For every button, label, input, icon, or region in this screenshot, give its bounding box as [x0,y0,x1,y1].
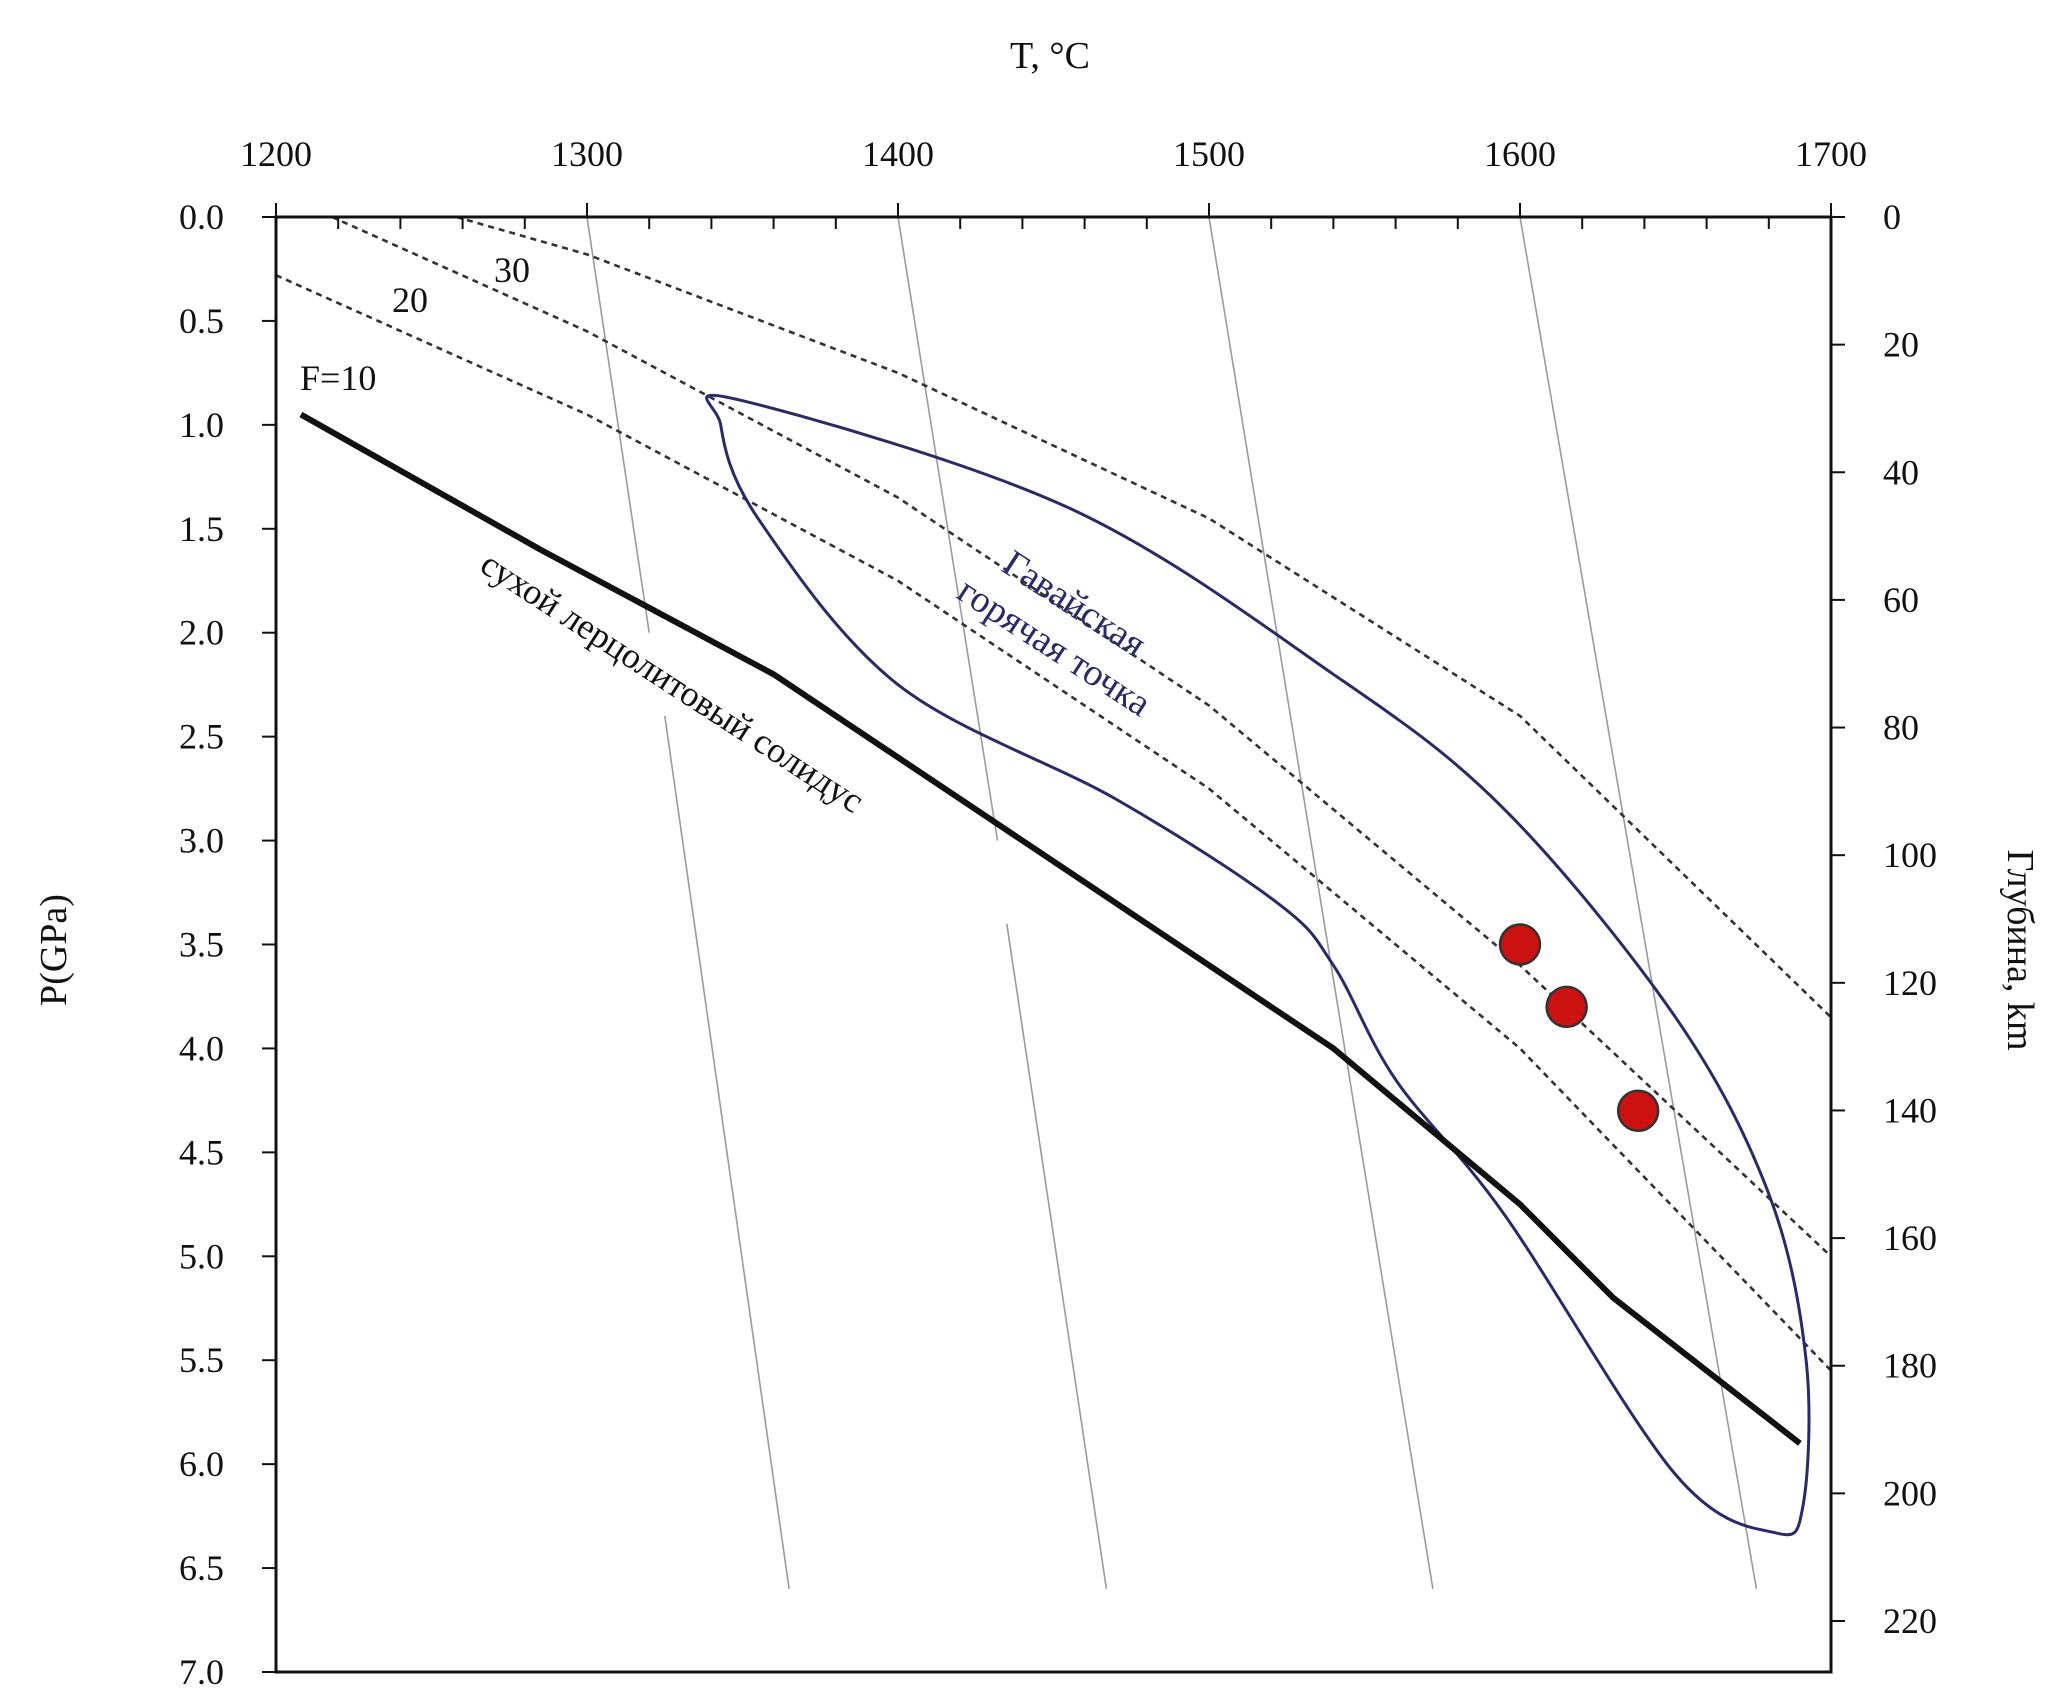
right-axis-title: Глубина, km [1999,849,2041,1050]
right-tick-label: 180 [1883,1346,1937,1386]
left-tick-label: 7.0 [179,1652,224,1692]
right-tick-label: 40 [1883,452,1919,492]
right-tick-label: 200 [1883,1473,1937,1513]
right-tick-label: 140 [1883,1090,1937,1130]
isopleth-label-20: 20 [392,280,428,320]
data-point-1 [1545,985,1588,1029]
data-point-0 [1498,923,1542,966]
right-tick-label: 220 [1883,1601,1937,1641]
top-tick-label: 1700 [1795,134,1867,174]
left-tick-label: 2.5 [179,717,224,757]
top-tick-label: 1300 [551,134,623,174]
left-tick-label: 1.5 [179,509,224,549]
left-tick-label: 4.5 [179,1132,224,1172]
left-axis-title: P(GPa) [33,894,75,1006]
data-point-2 [1616,1089,1660,1133]
adiabat-line-2 [897,216,999,841]
right-tick-label: 120 [1883,963,1937,1003]
isopleth-label-f10: F=10 [300,358,376,398]
left-tick-label: 2.0 [179,613,224,653]
left-tick-label: 1.0 [179,405,224,445]
isopleth-line-3 [456,215,1832,1019]
adiabat-line-5 [1519,216,1758,1590]
plot-frame [274,215,1833,1674]
top-tick-label: 1200 [240,134,312,174]
hotspot-region-outline [705,393,1811,1537]
isopleth-line-1 [275,274,1832,1372]
adiabat-line-4 [1208,216,1434,1590]
isopleth-line-2 [331,215,1832,1258]
left-tick-label: 6.5 [179,1548,224,1588]
left-tick-label: 0.5 [179,301,224,341]
left-tick-label: 6.0 [179,1444,224,1484]
left-tick-label: 0.0 [179,197,224,237]
adiabat-line-3 [1006,923,1108,1590]
solidus-label: сухой лерцолитовый солидус [474,543,872,821]
right-tick-label: 0 [1883,197,1901,237]
left-tick-label: 5.0 [179,1236,224,1276]
top-tick-label: 1500 [1173,134,1245,174]
top-tick-label: 1400 [862,134,934,174]
right-tick-label: 20 [1883,325,1919,365]
top-tick-label: 1600 [1484,134,1556,174]
top-axis-title: T, °C [1010,35,1090,77]
adiabat-line-0 [586,216,650,633]
right-tick-label: 100 [1883,835,1937,875]
left-tick-label: 4.0 [179,1028,224,1068]
isopleth-label-30: 30 [494,250,530,290]
left-tick-label: 3.5 [179,925,224,965]
left-tick-label: 3.0 [179,821,224,861]
right-tick-label: 60 [1883,580,1919,620]
right-tick-label: 160 [1883,1218,1937,1258]
adiabat-line-1 [664,715,790,1590]
left-tick-label: 5.5 [179,1340,224,1380]
right-tick-label: 80 [1883,708,1919,748]
solidus-line [299,411,1802,1446]
